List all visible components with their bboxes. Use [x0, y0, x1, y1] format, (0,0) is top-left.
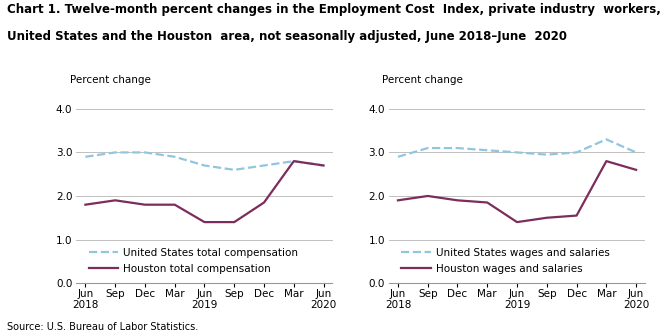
Text: Source: U.S. Bureau of Labor Statistics.: Source: U.S. Bureau of Labor Statistics. — [7, 322, 198, 332]
Legend: United States wages and salaries, Houston wages and salaries: United States wages and salaries, Housto… — [400, 246, 612, 276]
Text: United States and the Houston  area, not seasonally adjusted, June 2018–June  20: United States and the Houston area, not … — [7, 30, 567, 43]
Text: Percent change: Percent change — [382, 75, 464, 85]
Text: Chart 1. Twelve-month percent changes in the Employment Cost  Index, private ind: Chart 1. Twelve-month percent changes in… — [7, 3, 660, 16]
Legend: United States total compensation, Houston total compensation: United States total compensation, Housto… — [87, 246, 301, 276]
Text: Percent change: Percent change — [70, 75, 151, 85]
